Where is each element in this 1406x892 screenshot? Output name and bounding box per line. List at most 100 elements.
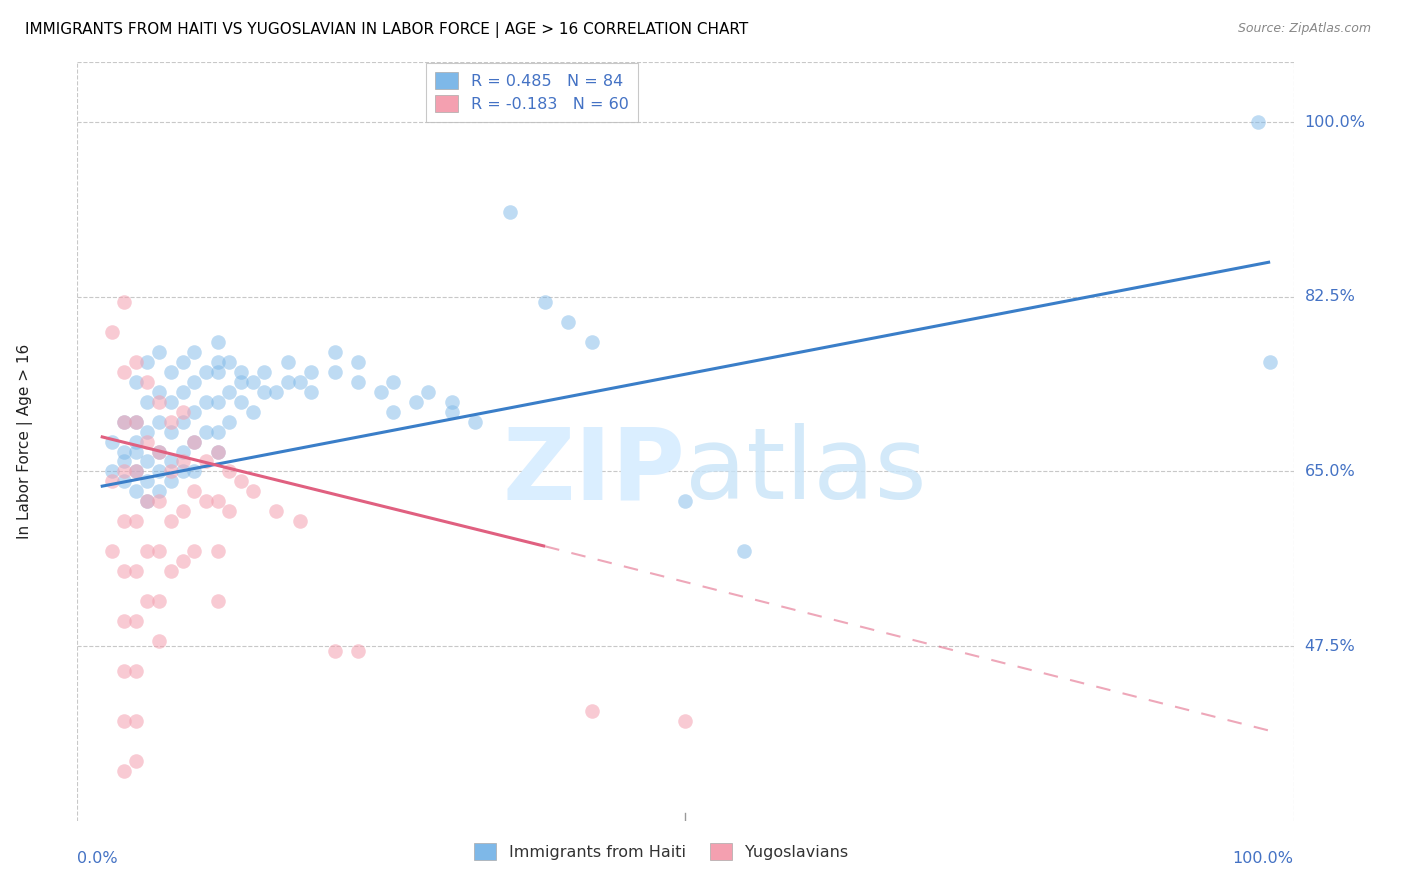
Point bbox=[125, 614, 148, 628]
Legend: Immigrants from Haiti, Yugoslavians: Immigrants from Haiti, Yugoslavians bbox=[464, 834, 858, 870]
Point bbox=[207, 444, 229, 458]
Point bbox=[148, 444, 170, 458]
Point bbox=[207, 444, 229, 458]
Text: IMMIGRANTS FROM HAITI VS YUGOSLAVIAN IN LABOR FORCE | AGE > 16 CORRELATION CHART: IMMIGRANTS FROM HAITI VS YUGOSLAVIAN IN … bbox=[25, 22, 748, 38]
Point bbox=[194, 454, 217, 468]
Point bbox=[183, 375, 205, 389]
Point bbox=[207, 334, 229, 349]
Point bbox=[347, 375, 370, 389]
Point bbox=[160, 415, 183, 429]
Point bbox=[277, 375, 299, 389]
Point bbox=[229, 365, 252, 379]
Point bbox=[183, 344, 205, 359]
Point bbox=[218, 465, 240, 479]
Point bbox=[148, 544, 170, 558]
Point bbox=[148, 465, 170, 479]
Point bbox=[382, 375, 405, 389]
Point bbox=[136, 375, 159, 389]
Point bbox=[183, 434, 205, 449]
Point bbox=[183, 465, 205, 479]
Point bbox=[148, 415, 170, 429]
Point bbox=[218, 384, 240, 399]
Point bbox=[183, 404, 205, 418]
Point bbox=[112, 365, 135, 379]
Point bbox=[125, 434, 148, 449]
Point bbox=[207, 425, 229, 439]
Point bbox=[288, 375, 311, 389]
Point bbox=[194, 394, 217, 409]
Point bbox=[136, 494, 159, 508]
Point bbox=[136, 494, 159, 508]
Point bbox=[207, 544, 229, 558]
Point bbox=[160, 394, 183, 409]
Point bbox=[112, 415, 135, 429]
Point bbox=[125, 444, 148, 458]
Point bbox=[277, 355, 299, 369]
Point bbox=[499, 205, 522, 219]
Point bbox=[183, 434, 205, 449]
Point bbox=[136, 544, 159, 558]
Point bbox=[160, 514, 183, 528]
Point bbox=[1247, 115, 1270, 129]
Point bbox=[136, 434, 159, 449]
Point bbox=[148, 594, 170, 608]
Text: 65.0%: 65.0% bbox=[1305, 464, 1355, 479]
Point bbox=[112, 465, 135, 479]
Point bbox=[382, 404, 405, 418]
Point bbox=[172, 465, 194, 479]
Text: ZIP: ZIP bbox=[502, 424, 686, 520]
Point bbox=[581, 704, 603, 718]
Point bbox=[136, 425, 159, 439]
Point bbox=[148, 394, 170, 409]
Point bbox=[101, 465, 124, 479]
Point bbox=[405, 394, 427, 409]
Point bbox=[370, 384, 392, 399]
Point bbox=[218, 355, 240, 369]
Point bbox=[264, 504, 287, 518]
Point bbox=[112, 415, 135, 429]
Point bbox=[440, 394, 463, 409]
Point bbox=[125, 564, 148, 578]
Point bbox=[125, 514, 148, 528]
Point bbox=[112, 764, 135, 778]
Point bbox=[194, 365, 217, 379]
Point bbox=[172, 384, 194, 399]
Point bbox=[125, 664, 148, 678]
Point bbox=[101, 544, 124, 558]
Point bbox=[148, 444, 170, 458]
Point bbox=[148, 634, 170, 648]
Point bbox=[160, 365, 183, 379]
Point bbox=[172, 355, 194, 369]
Point bbox=[136, 475, 159, 489]
Point bbox=[112, 454, 135, 468]
Point bbox=[347, 644, 370, 658]
Text: 82.5%: 82.5% bbox=[1305, 289, 1355, 304]
Point bbox=[148, 344, 170, 359]
Point bbox=[125, 465, 148, 479]
Point bbox=[242, 484, 264, 499]
Point bbox=[229, 375, 252, 389]
Point bbox=[160, 425, 183, 439]
Point bbox=[125, 355, 148, 369]
Point bbox=[323, 644, 346, 658]
Point bbox=[242, 375, 264, 389]
Point bbox=[207, 355, 229, 369]
Point bbox=[101, 325, 124, 339]
Point bbox=[207, 494, 229, 508]
Point bbox=[136, 394, 159, 409]
Text: 100.0%: 100.0% bbox=[1305, 115, 1365, 130]
Point bbox=[148, 384, 170, 399]
Point bbox=[464, 415, 486, 429]
Point bbox=[101, 475, 124, 489]
Point bbox=[112, 664, 135, 678]
Text: Source: ZipAtlas.com: Source: ZipAtlas.com bbox=[1237, 22, 1371, 36]
Point bbox=[172, 504, 194, 518]
Point bbox=[675, 714, 697, 728]
Point bbox=[207, 594, 229, 608]
Text: In Labor Force | Age > 16: In Labor Force | Age > 16 bbox=[17, 344, 32, 539]
Point bbox=[160, 465, 183, 479]
Point bbox=[160, 454, 183, 468]
Point bbox=[125, 375, 148, 389]
Point bbox=[218, 415, 240, 429]
Point bbox=[207, 365, 229, 379]
